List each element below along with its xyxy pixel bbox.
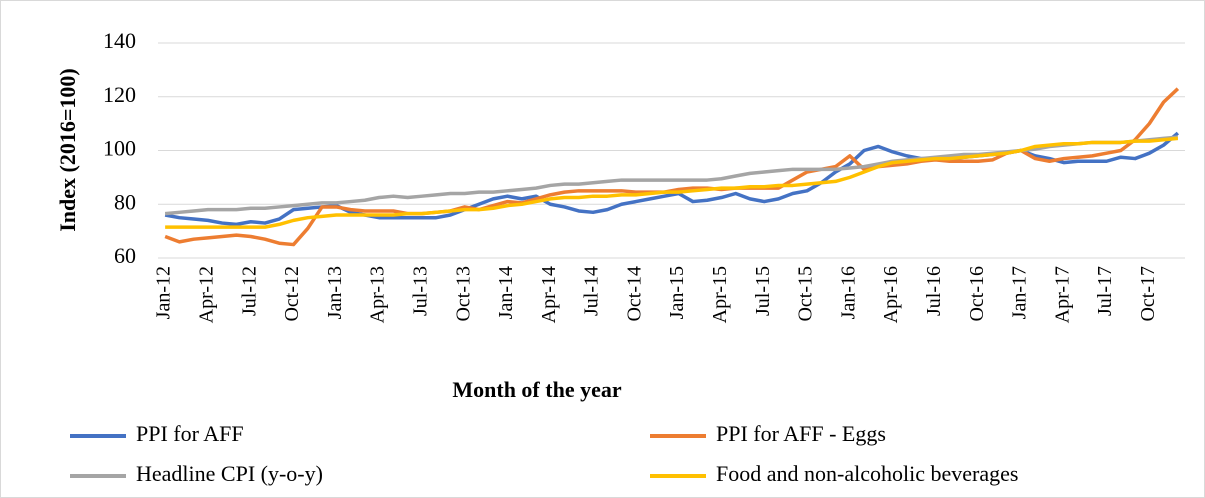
- x-tick-label: Jul-14: [581, 266, 603, 316]
- x-tick-label: Apr-17: [1051, 266, 1073, 323]
- x-tick-label: Jul-13: [409, 266, 431, 316]
- x-tick-label: Apr-16: [880, 266, 902, 323]
- x-axis-title: Month of the year: [452, 377, 621, 402]
- legend-label: Food and non-alcoholic beverages: [716, 461, 1018, 486]
- y-axis-title: Index (2016=100): [55, 68, 80, 232]
- x-tick-label: Jan-16: [837, 266, 859, 319]
- x-tick-label: Jan-12: [153, 266, 175, 319]
- x-tick-label: Jan-17: [1009, 266, 1031, 319]
- x-tick-label: Oct-15: [795, 266, 817, 322]
- x-tick-label: Jul-16: [923, 266, 945, 316]
- x-tick-label: Jul-12: [238, 266, 260, 316]
- line-series: [165, 136, 1179, 229]
- y-tick-label: 100: [103, 136, 136, 161]
- x-tick-label: Apr-15: [709, 266, 731, 323]
- x-tick-label: Apr-12: [196, 266, 218, 323]
- x-tick-label: Jul-15: [752, 266, 774, 316]
- x-tick-label: Oct-16: [966, 266, 988, 322]
- x-tick-label: Oct-17: [1137, 266, 1159, 322]
- x-tick-label: Jan-14: [495, 266, 517, 319]
- y-tick-label: 120: [103, 82, 136, 107]
- x-tick-label: Apr-14: [538, 266, 560, 323]
- legend-label: Headline CPI (y-o-y): [136, 461, 323, 486]
- x-tick-label: Oct-13: [452, 266, 474, 322]
- y-tick-label: 80: [114, 189, 136, 214]
- legend-label: PPI for AFF - Eggs: [716, 421, 886, 446]
- legend-label: PPI for AFF: [136, 421, 244, 446]
- x-tick-label: Jan-13: [324, 266, 346, 319]
- x-tick-label: Jul-17: [1094, 266, 1116, 316]
- x-tick-label: Jan-15: [666, 266, 688, 319]
- x-tick-label: Oct-12: [281, 266, 303, 322]
- x-tick-label: Oct-14: [623, 266, 645, 322]
- y-tick-label: 140: [103, 28, 136, 53]
- y-tick-label: 60: [114, 243, 136, 268]
- x-tick-label: Apr-13: [367, 266, 389, 323]
